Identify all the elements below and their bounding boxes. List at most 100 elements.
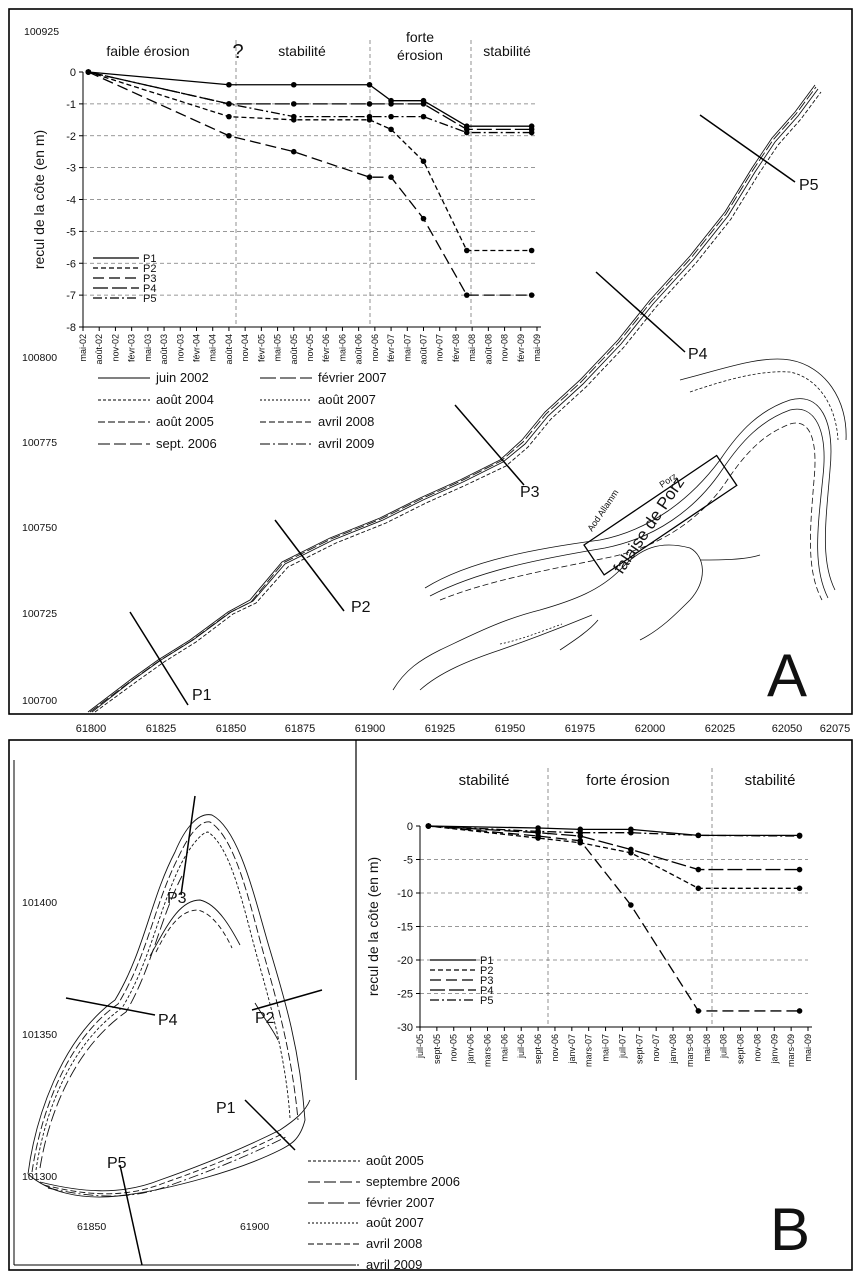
map-a-xtick: 61875 (285, 723, 316, 735)
data-point-p5 (425, 823, 432, 829)
y-tick-label: -15 (397, 922, 413, 934)
map-b-legend: août 2005 septembre 2006 février 2007 ao… (308, 1153, 460, 1272)
data-point-p4 (388, 101, 394, 107)
x-tick-label: mai-08 (467, 334, 477, 362)
x-tick-label: mai-08 (702, 1034, 712, 1062)
x-tick-label: janv-09 (769, 1034, 779, 1065)
x-tick-label: août-05 (289, 334, 299, 365)
x-tick-label: juil-06 (516, 1034, 526, 1059)
map-a-xtick: 62075 (820, 723, 851, 735)
series-line-p1 (428, 825, 800, 837)
legend-label: août 2004 (156, 392, 214, 407)
chart-b: stabilité forte érosion stabilité 0 -5 -10 -15… (365, 768, 813, 1067)
x-tick-label: févr-06 (321, 334, 331, 362)
x-tick-label: mai-02 (78, 334, 88, 362)
data-point-p5 (535, 828, 541, 835)
data-point-p5 (366, 113, 373, 120)
phase-label: stabilité (745, 772, 796, 789)
x-tick-label: mai-03 (143, 334, 153, 362)
x-tick-label: mars-07 (584, 1034, 594, 1067)
data-point-p3 (420, 215, 427, 222)
profile-label-p4: P4 (688, 346, 708, 363)
y-tick-label: -10 (397, 888, 413, 900)
phase-label: stabilité (278, 43, 326, 59)
series-line-p4 (88, 71, 532, 131)
x-tick-label: janv-06 (466, 1034, 476, 1065)
coastline-b (27, 814, 311, 1198)
data-point-p4 (695, 866, 702, 873)
y-tick-label: 0 (70, 67, 76, 79)
legend-label: août 2007 (366, 1215, 424, 1230)
legend-label: juin 2002 (155, 370, 209, 385)
map-a-ytick: 100925 (24, 26, 59, 38)
inset-porz (392, 358, 847, 691)
data-point-p5 (388, 113, 394, 120)
legend-label: avril 2008 (366, 1236, 422, 1251)
legend-label: août 2007 (318, 392, 376, 407)
x-tick-label: mai-09 (532, 334, 542, 362)
data-point-p5 (628, 829, 634, 836)
map-a-xtick: 61850 (216, 723, 247, 735)
map-a-xtick: 61925 (425, 723, 456, 735)
x-tick-label: mai-06 (337, 334, 347, 362)
data-point-p3 (528, 292, 535, 298)
data-point-p3 (366, 174, 373, 180)
x-tick-label: mai-05 (273, 334, 283, 362)
series-line-p5 (88, 71, 532, 134)
x-tick-label: août-06 (354, 334, 364, 365)
profile-line-p4 (595, 271, 686, 353)
phase-label: faible érosion (106, 43, 189, 59)
y-tick-label: 0 (407, 821, 413, 833)
series-line-p2 (428, 825, 800, 889)
map-a-x-ticks: 61800 61825 61850 61875 61900 61925 6195… (76, 723, 851, 735)
map-a-xtick: 61900 (355, 723, 386, 735)
x-tick-label: mars-06 (482, 1034, 492, 1067)
profiles-b (65, 795, 323, 1266)
x-tick-label: juil-07 (617, 1034, 627, 1059)
x-tick-label: mai-09 (803, 1034, 813, 1062)
data-point-p4 (796, 866, 803, 873)
x-tick-label: nov-05 (449, 1034, 459, 1062)
chart-a: faible érosion? stabilité forte érosion stab… (31, 29, 542, 365)
x-tick-label: sept-08 (736, 1034, 746, 1064)
profile-label-p3: P3 (167, 890, 187, 907)
panel-b-frame (8, 739, 853, 1271)
data-point-p2 (695, 885, 702, 892)
map-a-ytick: 100750 (22, 522, 57, 534)
profile-labels-a: P1 P2 P3 P4 P5 (192, 177, 819, 704)
x-tick-label: sept-06 (533, 1034, 543, 1064)
x-tick-label: févr-07 (386, 334, 396, 362)
data-point-p3 (226, 132, 232, 139)
data-point-p2 (388, 126, 394, 133)
legend-label: P4 (480, 985, 493, 997)
legend-label: août 2005 (366, 1153, 424, 1168)
data-point-p4 (366, 101, 373, 107)
data-point-p3 (388, 174, 394, 180)
x-tick-label: mars-09 (786, 1034, 796, 1067)
data-point-p5 (420, 113, 427, 120)
data-point-p3 (796, 1008, 803, 1014)
y-axis-title: recul de la côte (en m) (31, 130, 47, 269)
data-point-p5 (796, 833, 803, 839)
x-tick-label: janv-07 (567, 1034, 577, 1065)
map-a-legend: juin 2002 août 2004 août 2005 sept. 2006… (98, 370, 387, 451)
x-tick-label: févr-08 (451, 334, 461, 362)
data-point-p4 (420, 101, 427, 107)
y-tick-label: -7 (66, 290, 76, 302)
legend-label: P5 (480, 995, 493, 1007)
profile-label-p1: P1 (216, 1100, 236, 1117)
x-tick-label: juil-05 (415, 1034, 425, 1059)
x-tick-label: févr-09 (516, 334, 526, 362)
data-point-p5 (463, 129, 470, 136)
data-point-p4 (290, 101, 297, 107)
legend-label: P3 (143, 273, 156, 285)
x-tick-label: nov-03 (175, 334, 185, 362)
data-point-p5 (85, 69, 92, 75)
x-tick-label: août-07 (419, 334, 429, 365)
panel-a-frame (8, 8, 853, 715)
x-tick-label: nov-06 (550, 1034, 560, 1062)
data-point-p5 (290, 113, 297, 120)
profile-line-b-p5 (119, 1164, 143, 1266)
series-line-p3 (428, 825, 800, 1012)
